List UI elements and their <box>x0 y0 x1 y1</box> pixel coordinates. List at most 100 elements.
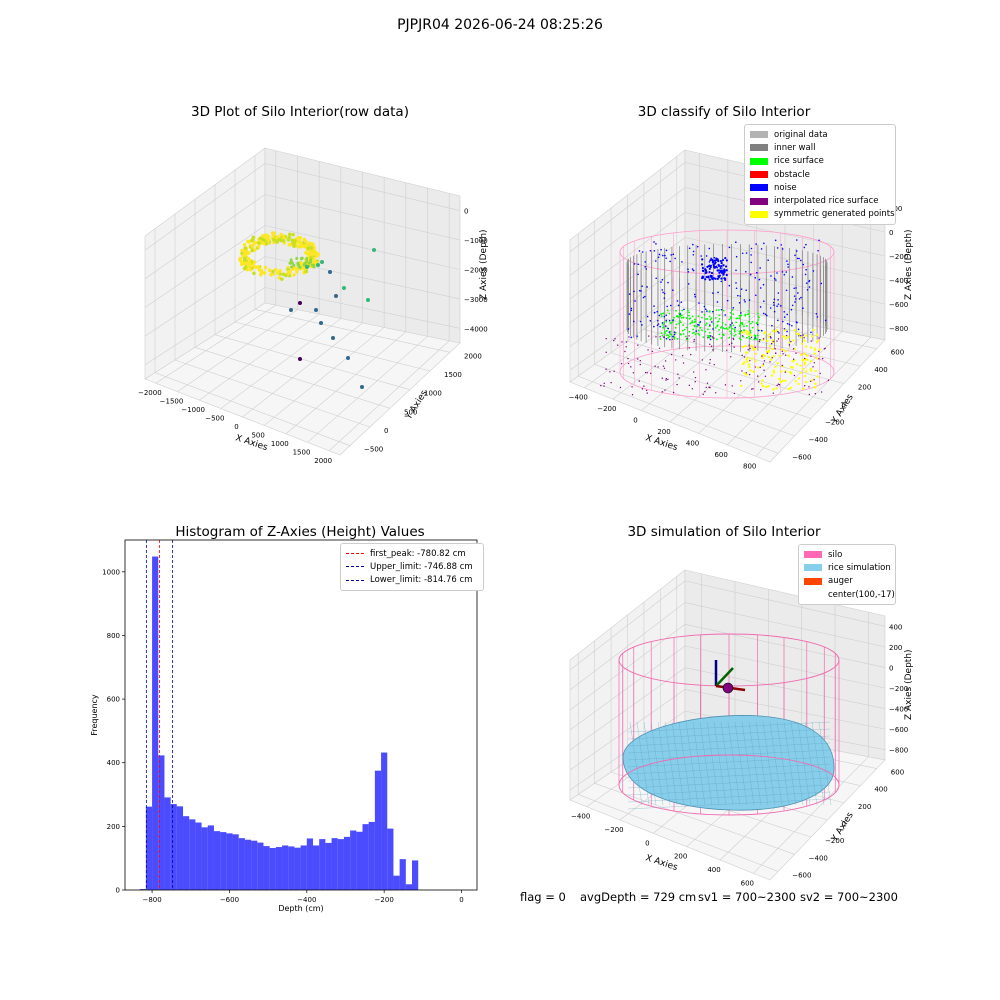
legend-item-upper-limit: Upper_limit: -746.88 cm <box>346 560 478 573</box>
noise-point <box>759 267 761 269</box>
symmetric-point <box>797 333 801 336</box>
z-tick-label: 0 <box>889 229 893 237</box>
interpolated-point <box>745 372 747 374</box>
rice-surface-point <box>678 322 681 325</box>
symmetric-point <box>767 355 771 359</box>
rice-surface-point <box>708 315 711 318</box>
noise-point <box>728 284 731 287</box>
noise-point <box>755 271 758 274</box>
noise-point <box>640 290 642 292</box>
histogram-bar <box>176 806 184 890</box>
interpolated-point <box>782 353 784 355</box>
interpolated-point <box>714 392 717 394</box>
raw-point <box>298 301 302 305</box>
raw-point <box>246 256 250 261</box>
interpolated-point <box>710 345 713 347</box>
noise-point <box>748 299 751 301</box>
raw-point <box>279 232 284 237</box>
raw-point <box>243 258 247 263</box>
symmetric-point <box>775 387 778 390</box>
interpolated-point <box>818 337 820 339</box>
rice-surface-point <box>731 327 734 330</box>
noise-point <box>754 337 756 339</box>
raw-point <box>252 271 256 276</box>
interpolated-point <box>776 384 778 387</box>
rice-surface-point <box>712 323 715 325</box>
raw-point <box>250 248 254 253</box>
rice-surface-point <box>714 326 717 329</box>
raw-y-axis-label: Y Axies <box>404 388 430 422</box>
rice-surface-point <box>689 322 692 325</box>
symmetric-point <box>803 339 806 342</box>
noise-point <box>687 268 689 271</box>
noise-point <box>663 292 666 295</box>
noise-point <box>673 331 676 334</box>
interpolated-point <box>728 343 731 346</box>
noise-point <box>660 281 662 283</box>
symmetric-point <box>791 366 794 369</box>
interpolated-point <box>704 391 706 393</box>
interpolated-point <box>671 338 674 341</box>
raw-point <box>306 246 310 251</box>
raw-point <box>292 244 296 248</box>
noise-point <box>763 242 765 245</box>
legend-swatch <box>750 157 768 165</box>
rice-surface-point <box>749 331 752 334</box>
symmetric-point <box>800 336 803 339</box>
x-tick-label: −200 <box>375 896 394 904</box>
interpolated-point <box>630 366 632 368</box>
symmetric-point <box>792 359 796 362</box>
symmetric-point <box>746 360 749 364</box>
rice-surface-point <box>688 317 691 320</box>
noise-point <box>793 287 795 290</box>
symmetric-point <box>772 369 775 372</box>
interpolated-point <box>777 383 780 385</box>
rice-surface-point <box>756 334 759 337</box>
noise-point <box>649 249 652 252</box>
interpolated-point <box>763 369 765 371</box>
legend-item-first-peak: first_peak: -780.82 cm <box>346 547 478 560</box>
noise-point <box>721 258 725 262</box>
rice-surface-point <box>720 337 723 339</box>
raw-point <box>297 245 302 249</box>
rice-mesh-line <box>685 721 699 806</box>
symmetric-point <box>752 370 755 373</box>
x-tick-label: −1000 <box>181 406 205 414</box>
noise-point <box>705 275 708 279</box>
rice-surface-point <box>725 327 728 330</box>
noise-point <box>715 265 718 268</box>
y-tick-label: 400 <box>107 759 120 767</box>
interpolated-point <box>651 350 654 353</box>
interpolated-point <box>694 376 697 379</box>
noise-point <box>661 278 664 281</box>
z-gridline <box>684 623 886 668</box>
y-tick-label: −500 <box>364 446 383 454</box>
noise-point <box>633 290 635 293</box>
noise-point <box>670 254 672 256</box>
raw-point <box>309 246 314 250</box>
rice-mesh-line <box>762 721 776 806</box>
symmetric-point <box>743 361 746 364</box>
legend-line <box>346 553 364 555</box>
symmetric-point <box>784 349 788 353</box>
noise-point <box>725 273 728 277</box>
rice-mesh-line <box>627 756 831 768</box>
interpolated-point <box>613 339 615 342</box>
interpolated-point <box>705 369 707 371</box>
interpolated-point <box>708 386 710 388</box>
raw-point <box>275 240 280 244</box>
noise-point <box>791 276 794 278</box>
raw-point <box>299 257 303 261</box>
interpolated-point <box>749 359 751 362</box>
raw-point <box>251 264 256 268</box>
rice-surface-point <box>718 314 721 317</box>
symmetric-point <box>800 353 803 357</box>
raw-point <box>287 242 292 247</box>
noise-point <box>633 320 635 323</box>
interpolated-point <box>781 364 783 367</box>
noise-point <box>677 304 680 307</box>
interpolated-point <box>675 359 677 361</box>
rice-surface-point <box>721 321 724 324</box>
noise-point <box>804 273 807 276</box>
raw-point <box>247 240 251 244</box>
